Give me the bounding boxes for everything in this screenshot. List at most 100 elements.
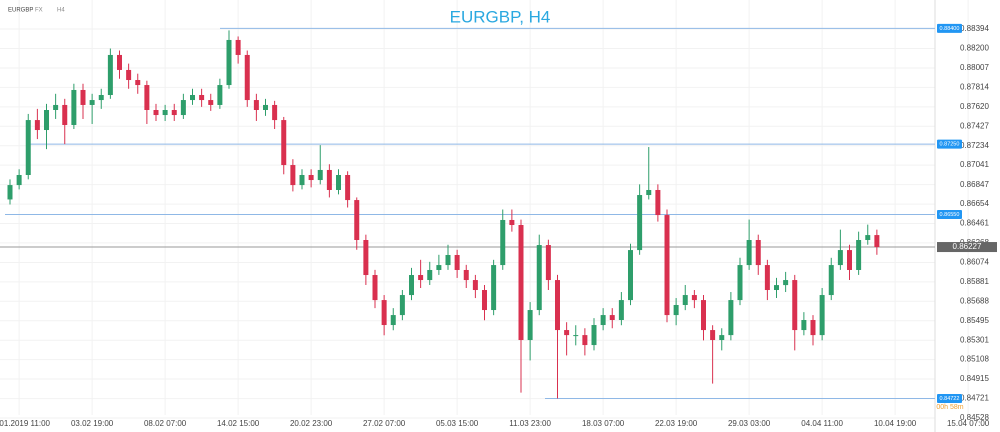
candle-body <box>582 335 588 346</box>
candle-body <box>281 120 287 166</box>
candle-body <box>573 335 579 337</box>
y-tick-label: 0.86654 <box>960 199 989 208</box>
candle-body <box>253 100 259 110</box>
x-tick-label: 08.02 07:00 <box>144 419 187 428</box>
candle-body <box>409 275 414 296</box>
y-tick-label: 0.86074 <box>960 258 989 267</box>
candle-body <box>399 295 405 316</box>
candle-body <box>847 250 852 270</box>
level-label: 0.88400 <box>940 26 960 32</box>
y-tick-label: 0.86461 <box>960 219 989 228</box>
candle-body <box>500 219 506 266</box>
level-label: 0.84722 <box>940 396 960 402</box>
current-price-label: 0.86227 <box>953 242 982 251</box>
y-tick-label: 0.87234 <box>960 141 989 150</box>
x-tick-label: 29.03 03:00 <box>728 419 771 428</box>
candle-body <box>153 109 159 116</box>
candle-body <box>746 240 752 266</box>
x-tick-label: 20.02 23:00 <box>290 419 333 428</box>
candle-body <box>390 315 396 326</box>
candle-body <box>16 175 22 186</box>
candle-body <box>317 169 323 181</box>
candle-body <box>801 319 807 331</box>
y-tick-label: 0.87427 <box>960 121 989 130</box>
y-tick-label: 0.87814 <box>960 82 989 91</box>
candle-body <box>436 265 442 270</box>
candle-body <box>482 290 487 311</box>
candle-body <box>591 325 597 346</box>
candle-body <box>472 280 478 291</box>
x-tick-label: 10.04 19:00 <box>874 419 917 428</box>
candle-body <box>564 330 570 336</box>
candle-body <box>545 245 551 281</box>
x-tick-label: 28.01.2019 11:00 <box>0 419 51 428</box>
y-tick-label: 0.85301 <box>960 335 989 344</box>
candle-body <box>180 100 186 116</box>
candle-body <box>144 85 150 110</box>
current-price-box <box>937 242 997 253</box>
candle-body <box>345 175 351 201</box>
y-tick-label: 0.88394 <box>960 24 989 33</box>
candle-body <box>244 54 250 101</box>
candle-body <box>381 300 387 326</box>
candle-body <box>828 265 834 296</box>
candle-body <box>874 235 880 248</box>
candle-body <box>372 275 378 301</box>
candle-body <box>755 240 761 266</box>
x-tick-label: 11.03 23:00 <box>509 419 551 428</box>
candle-body <box>637 195 643 251</box>
candle-body <box>336 175 341 190</box>
candle-body <box>682 295 688 306</box>
timeframe[interactable]: H4 <box>57 8 65 14</box>
chart-title: EURGBP, H4 <box>450 7 551 26</box>
candle-body <box>764 265 770 291</box>
y-tick-label: 0.85881 <box>960 277 989 286</box>
level-label-box <box>937 393 962 403</box>
candle-body <box>354 200 360 241</box>
candle-body <box>691 295 697 301</box>
candle-body <box>783 280 789 286</box>
candle-body <box>445 254 451 266</box>
candle-body <box>865 235 871 241</box>
level-label-box <box>937 23 962 33</box>
candle-body <box>199 95 205 101</box>
candle-body <box>774 285 779 291</box>
y-tick-label: 0.85688 <box>960 296 989 305</box>
candle-body <box>527 310 533 341</box>
candle-body <box>25 120 31 176</box>
candle-body <box>290 165 296 186</box>
candle-body <box>235 39 241 55</box>
candle-body <box>609 315 615 320</box>
candle-body <box>518 225 524 341</box>
candle-body <box>618 300 624 320</box>
y-tick-label: 0.84915 <box>960 374 989 383</box>
candle-body <box>418 275 424 281</box>
y-tick-label: 0.86847 <box>960 180 989 189</box>
candle-body <box>299 175 305 186</box>
market[interactable]: FX <box>35 8 43 14</box>
x-tick-label: 22.03 19:00 <box>655 419 698 428</box>
candle-body <box>646 189 652 196</box>
candle-body <box>272 104 278 121</box>
candle-body <box>217 85 223 105</box>
candle-body <box>810 319 816 336</box>
candle-body <box>427 269 433 281</box>
level-label: 0.86550 <box>940 212 960 218</box>
candle-body <box>135 80 141 86</box>
candle-body <box>792 280 798 331</box>
candle-body <box>737 265 743 301</box>
symbol[interactable]: EURGBP <box>8 8 33 14</box>
candle-body <box>719 335 725 341</box>
candle-body <box>190 95 195 101</box>
candle-body <box>454 254 460 270</box>
y-tick-label: 0.88200 <box>960 44 989 53</box>
level-label-box <box>937 210 962 220</box>
candle-body <box>509 219 515 226</box>
candle-body <box>62 104 68 125</box>
candle-body <box>600 315 606 326</box>
candle-body <box>673 305 679 316</box>
y-tick-label: 0.84528 <box>960 413 989 422</box>
candle-body <box>664 215 670 316</box>
candle-body <box>728 300 734 336</box>
